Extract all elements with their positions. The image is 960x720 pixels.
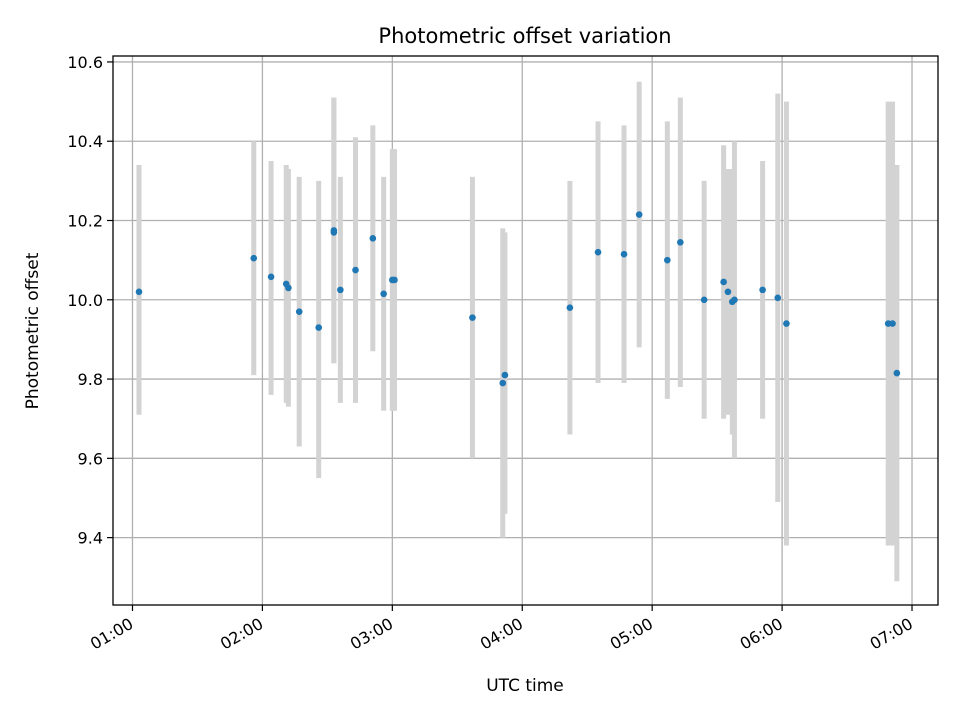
data-point xyxy=(315,324,323,331)
data-point xyxy=(135,288,143,296)
data-point xyxy=(285,284,292,292)
data-point xyxy=(369,235,377,242)
plot-frame xyxy=(112,55,939,606)
data-point xyxy=(250,254,258,262)
data-point xyxy=(635,211,643,218)
y-tick-label: 9.6 xyxy=(78,449,103,468)
data-point xyxy=(501,371,509,379)
data-point xyxy=(783,320,790,327)
data-point xyxy=(594,248,602,256)
y-tick-label: 10.0 xyxy=(67,291,103,310)
x-axis-label: UTC time xyxy=(486,676,564,696)
data-point xyxy=(620,250,628,258)
data-points xyxy=(135,211,901,387)
data-point xyxy=(295,308,303,315)
grid xyxy=(113,56,938,605)
y-axis-label: Photometric offset xyxy=(23,252,43,409)
data-point xyxy=(469,314,476,321)
data-point xyxy=(499,379,507,387)
y-tick-label: 10.6 xyxy=(67,53,103,72)
data-point xyxy=(720,278,727,286)
chart-title: Photometric offset variation xyxy=(378,24,671,48)
y-axis-ticks: 9.4 9.6 9.8 10.0 10.2 10.4 10.6 xyxy=(67,53,113,548)
data-point xyxy=(889,320,896,327)
data-point xyxy=(664,256,671,264)
data-point xyxy=(352,266,359,274)
data-point xyxy=(267,273,275,281)
data-point xyxy=(893,369,901,377)
data-point xyxy=(391,276,398,284)
data-point xyxy=(380,290,387,298)
y-tick-label: 10.2 xyxy=(67,212,103,231)
data-point xyxy=(677,239,684,246)
y-tick-label: 9.8 xyxy=(78,370,103,389)
data-point xyxy=(731,296,738,304)
data-point xyxy=(724,288,732,296)
y-tick-label: 9.4 xyxy=(78,529,103,548)
data-point xyxy=(330,227,338,234)
data-point xyxy=(337,286,344,294)
data-point xyxy=(759,286,766,294)
y-tick-label: 10.4 xyxy=(67,132,103,151)
data-point xyxy=(774,294,782,302)
data-point xyxy=(700,296,708,304)
data-point xyxy=(566,304,574,312)
